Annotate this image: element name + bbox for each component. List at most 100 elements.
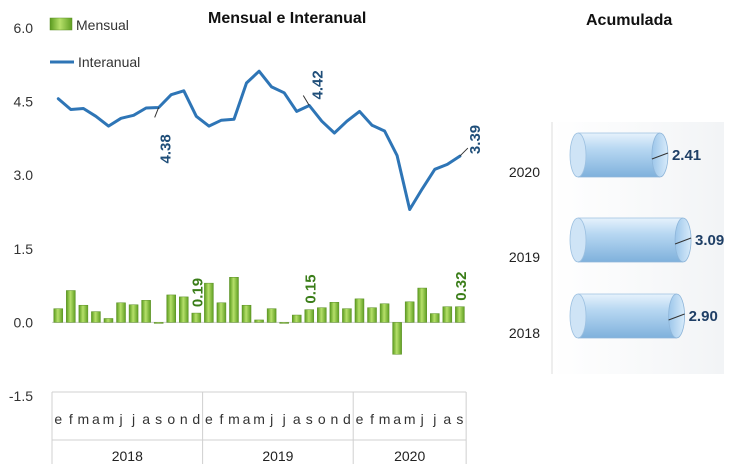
mensual-bar <box>78 304 89 323</box>
mensual-bar <box>266 308 277 323</box>
value-leader <box>674 237 692 245</box>
month-label: o <box>318 411 326 427</box>
annotation-leader <box>154 107 160 118</box>
cylinder-cap <box>668 293 685 339</box>
month-label: m <box>78 411 90 427</box>
accumulated-value-label: 3.09 <box>695 232 724 249</box>
mensual-bar <box>191 312 202 323</box>
mensual-bar <box>317 307 327 323</box>
annotation-label: 0.32 <box>453 271 470 300</box>
accumulated-value-label: 2.90 <box>689 308 718 325</box>
month-label: e <box>205 411 213 427</box>
month-label: s <box>306 411 313 427</box>
y-tick-label: 6.0 <box>14 20 34 36</box>
month-label: n <box>330 411 338 427</box>
year-label: 2019 <box>262 448 293 464</box>
month-label: m <box>379 411 391 427</box>
monthly-yearly-chart: 6.0 4.5 3.0 1.5 0.0 -1.5 4.38 4.42 3.39 0.19 0.15 0… <box>9 17 484 464</box>
month-label: f <box>219 411 223 427</box>
annotation-leader <box>302 95 310 106</box>
mensual-bar <box>254 319 264 323</box>
year-label: 2018 <box>112 448 143 464</box>
annotation-label: 3.39 <box>467 125 484 154</box>
month-label: a <box>92 411 100 427</box>
month-label: m <box>404 411 416 427</box>
annotation-label: 0.15 <box>302 274 319 303</box>
y-tick-label: -1.5 <box>9 388 33 404</box>
month-label: m <box>253 411 265 427</box>
month-label: j <box>282 411 286 427</box>
mensual-bar <box>116 302 126 323</box>
mensual-bar <box>392 322 402 355</box>
mensual-bar <box>216 302 227 323</box>
accumulated-year-label: 2020 <box>509 164 540 180</box>
mensual-bar <box>279 322 289 324</box>
month-label: j <box>269 411 273 427</box>
y-tick-label: 0.0 <box>14 314 34 330</box>
month-label: f <box>69 411 73 427</box>
mensual-bar <box>329 302 340 323</box>
month-label: m <box>103 411 115 427</box>
annotation-label: 4.38 <box>158 134 175 163</box>
chart-title-right: Acumulada <box>586 12 673 29</box>
mensual-bar <box>455 306 465 323</box>
cylinder-cap <box>674 217 692 263</box>
mensual-bar <box>153 322 164 324</box>
chart-title-left: Mensual e Interanual <box>208 10 367 27</box>
accumulated-year-label: 2019 <box>509 249 540 265</box>
mensual-bar <box>204 282 214 323</box>
month-label: a <box>393 411 401 427</box>
year-label: 2020 <box>394 448 425 464</box>
mensual-bar <box>91 311 101 323</box>
accumulated-value-label: 2.41 <box>672 147 701 164</box>
month-label: n <box>180 411 188 427</box>
month-label: a <box>243 411 251 427</box>
mensual-bar <box>304 309 315 323</box>
mensual-bar <box>367 307 377 323</box>
legend-swatch-mensual <box>49 17 73 31</box>
mensual-bar <box>404 301 415 323</box>
mensual-bar <box>379 303 390 323</box>
month-label: j <box>131 411 135 427</box>
y-tick-label: 1.5 <box>14 241 34 257</box>
month-label: j <box>432 411 436 427</box>
legend-label-mensual: Mensual <box>76 17 129 33</box>
month-label: o <box>167 411 175 427</box>
month-label: j <box>118 411 122 427</box>
cylinder-body <box>578 294 677 338</box>
mensual-bar <box>430 313 440 323</box>
mensual-bar <box>103 318 114 323</box>
month-label: e <box>356 411 364 427</box>
annotation-label: 4.42 <box>309 70 326 99</box>
mensual-bar <box>229 277 239 323</box>
mensual-bar <box>342 308 352 323</box>
value-leader <box>651 152 669 160</box>
mensual-bar <box>53 308 64 323</box>
month-label: s <box>456 411 463 427</box>
mensual-bar <box>179 296 189 323</box>
month-label: s <box>155 411 162 427</box>
cylinder-left-end <box>569 293 587 339</box>
cylinder-body <box>578 218 684 262</box>
mensual-bar <box>291 314 302 323</box>
month-label: a <box>142 411 150 427</box>
month-label: d <box>192 411 200 427</box>
value-leader <box>668 313 685 321</box>
mensual-bar <box>354 298 365 323</box>
mensual-bar <box>166 294 176 323</box>
mensual-bar <box>128 304 139 323</box>
annotation-leader <box>459 147 469 157</box>
mensual-bar <box>442 306 453 323</box>
cylinder-left-end <box>569 217 587 263</box>
mensual-bar <box>141 300 151 323</box>
y-tick-label: 4.5 <box>14 94 34 110</box>
mensual-bar <box>417 287 427 323</box>
month-label: m <box>228 411 240 427</box>
accumulated-chart: 2.41 2020 3.09 2019 2.90 2018 <box>509 122 724 374</box>
month-label: f <box>370 411 374 427</box>
month-label: j <box>420 411 424 427</box>
interanual-line <box>56 69 462 211</box>
cylinder-left-end <box>569 132 587 178</box>
month-label: e <box>54 411 62 427</box>
